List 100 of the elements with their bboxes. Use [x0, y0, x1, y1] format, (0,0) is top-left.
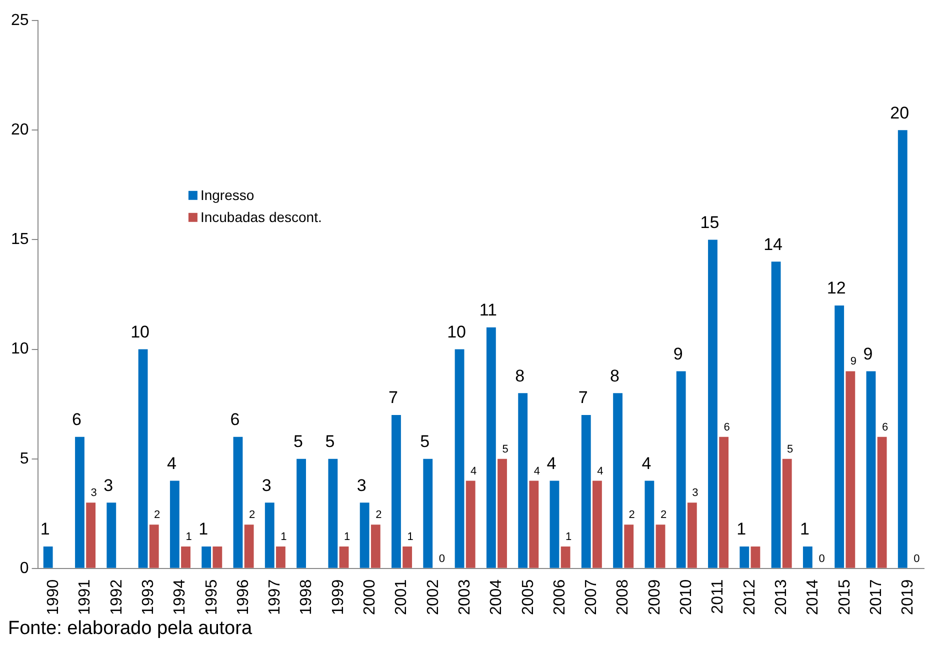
- bar: [550, 480, 560, 568]
- x-tick-label: 2014: [804, 579, 822, 615]
- bar: [834, 305, 844, 568]
- bar: [719, 436, 729, 568]
- x-tick-label: 1995: [203, 579, 220, 615]
- bar: [560, 546, 570, 568]
- data-label: 1: [800, 520, 810, 539]
- x-tick-label: 1999: [330, 579, 347, 615]
- bar: [86, 502, 96, 568]
- x-tick-label: 2015: [836, 579, 854, 615]
- data-label: 0: [438, 552, 446, 565]
- data-label: 5: [294, 432, 304, 452]
- bar: [771, 262, 781, 568]
- bar: [402, 546, 412, 568]
- x-tick-label: 2005: [520, 579, 537, 615]
- y-tick-label: 0: [20, 560, 29, 577]
- x-tick-label: 2019: [900, 579, 917, 615]
- bar: [181, 546, 190, 568]
- y-tick-label: 10: [11, 340, 29, 358]
- x-tick-label: 1996: [234, 579, 252, 615]
- bar: [328, 458, 338, 568]
- data-label: 6: [724, 421, 730, 434]
- bar: [877, 436, 887, 568]
- bar: [392, 415, 401, 568]
- data-label: 4: [166, 454, 176, 473]
- data-label: 1: [186, 531, 192, 544]
- data-label: 4: [534, 465, 540, 478]
- bar: [276, 546, 286, 568]
- bar: [75, 436, 84, 568]
- x-tick-label: 2010: [678, 579, 696, 615]
- y-tick-label: 25: [11, 12, 29, 30]
- bar: [708, 240, 718, 568]
- legend-label: Incubadas descont.: [200, 208, 322, 225]
- data-label: 5: [325, 432, 335, 452]
- data-label: 2: [249, 509, 256, 522]
- bar: [244, 524, 254, 568]
- bar: [370, 524, 380, 568]
- bar: [360, 502, 370, 568]
- bar: [676, 371, 686, 568]
- data-label: 5: [787, 443, 794, 456]
- bar: [624, 524, 634, 568]
- x-tick-label: 1998: [298, 579, 316, 615]
- data-label: 2: [376, 509, 382, 522]
- y-tick-label: 20: [11, 122, 29, 139]
- bar: [802, 546, 812, 568]
- data-label: 1: [566, 531, 572, 544]
- data-label: 3: [692, 487, 698, 500]
- x-tick-label: 2003: [456, 579, 474, 615]
- data-label: 8: [610, 366, 620, 386]
- data-label: 6: [882, 421, 888, 434]
- x-tick-label: 2017: [868, 579, 885, 615]
- x-tick-label: 1994: [172, 579, 189, 615]
- bar: [498, 458, 507, 568]
- data-label: 4: [546, 454, 556, 473]
- data-label: 1: [407, 531, 414, 544]
- bar: [750, 546, 760, 568]
- data-label: 2: [628, 509, 635, 522]
- bar: [149, 524, 159, 568]
- bar: [454, 349, 464, 568]
- x-tick-label: 1993: [140, 579, 157, 615]
- bar: [518, 393, 528, 568]
- bar: [296, 458, 306, 568]
- bar: [581, 415, 591, 568]
- data-label: 3: [90, 487, 97, 500]
- data-label: 2: [154, 509, 160, 522]
- data-label: 6: [72, 410, 82, 430]
- legend-label: Ingresso: [200, 186, 254, 203]
- bar: [264, 502, 274, 568]
- bar: [846, 371, 856, 568]
- source-note: Fonte: elaborado pela autora: [8, 618, 254, 640]
- x-tick-label: 1990: [45, 579, 62, 615]
- x-tick-label: 2002: [424, 579, 442, 615]
- data-label: 1: [198, 520, 208, 539]
- bar: [202, 546, 212, 568]
- x-tick-label: 2007: [583, 579, 600, 615]
- bar: [170, 480, 180, 568]
- data-label: 1: [280, 531, 287, 544]
- bar: [466, 480, 476, 568]
- data-label: 3: [356, 476, 366, 495]
- x-tick-label: 2000: [362, 579, 379, 615]
- bar: [898, 130, 908, 568]
- x-tick-label: 1992: [108, 579, 126, 615]
- bar: [138, 349, 148, 568]
- bar: [212, 546, 222, 568]
- bar: [644, 480, 654, 568]
- x-tick-label: 2008: [614, 579, 632, 615]
- bar: [613, 393, 622, 568]
- data-label: 1: [736, 520, 746, 539]
- bar: [656, 524, 666, 568]
- data-label: 9: [850, 356, 856, 368]
- bar: [866, 371, 876, 568]
- x-tick-label: 2001: [393, 579, 410, 615]
- bar: [687, 502, 697, 568]
- data-label: 8: [515, 366, 525, 386]
- data-label: 11: [479, 300, 498, 320]
- data-label: 20: [890, 103, 910, 122]
- data-label: 4: [642, 454, 652, 473]
- data-label: 9: [863, 344, 873, 364]
- bar: [106, 502, 116, 568]
- data-label: 5: [420, 432, 430, 452]
